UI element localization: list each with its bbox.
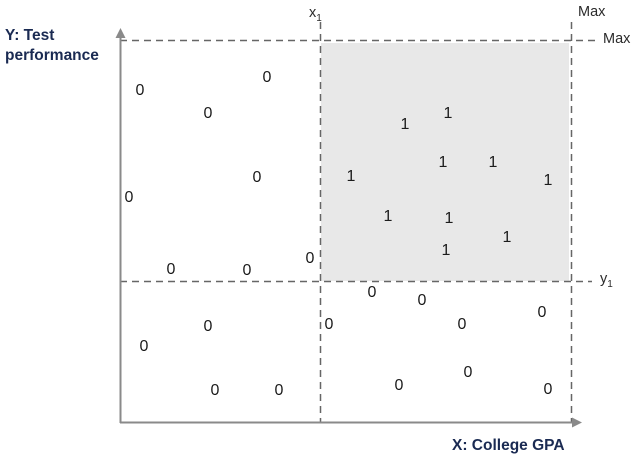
data-point-1: 1 <box>346 168 356 185</box>
data-point-0: 0 <box>305 250 315 267</box>
x-axis-title: X: College GPA <box>452 437 565 454</box>
data-point-0: 0 <box>166 261 176 278</box>
data-point-0: 0 <box>210 382 220 399</box>
decision-region <box>321 43 569 281</box>
data-point-0: 0 <box>457 316 467 333</box>
data-point-0: 0 <box>417 292 427 309</box>
data-point-0: 0 <box>135 82 145 99</box>
data-point-0: 0 <box>394 377 404 394</box>
data-point-0: 0 <box>324 316 334 333</box>
data-point-0: 0 <box>262 69 272 86</box>
x-axis-arrowhead <box>572 417 582 428</box>
data-point-0: 0 <box>543 381 553 398</box>
data-point-1: 1 <box>400 116 410 133</box>
data-point-0: 0 <box>274 382 284 399</box>
data-point-0: 0 <box>367 284 377 301</box>
data-point-1: 1 <box>488 154 498 171</box>
data-point-0: 0 <box>139 338 149 355</box>
data-point-0: 0 <box>203 318 213 335</box>
x1-threshold-label: x1 <box>309 5 322 24</box>
data-point-0: 0 <box>124 189 134 206</box>
x-max-label: Max <box>578 4 606 20</box>
y-axis-title: Y: Test performance <box>5 27 99 64</box>
data-point-0: 0 <box>203 105 213 122</box>
data-point-1: 1 <box>438 154 448 171</box>
y1-threshold-label: y1 <box>600 271 613 290</box>
data-point-1: 1 <box>444 210 454 227</box>
data-point-0: 0 <box>463 364 473 381</box>
data-point-1: 1 <box>383 208 393 225</box>
data-point-1: 1 <box>543 172 553 189</box>
data-point-0: 0 <box>242 262 252 279</box>
y-axis-arrowhead <box>115 28 126 38</box>
data-point-1: 1 <box>443 105 453 122</box>
y-max-label: Max <box>603 31 631 47</box>
data-point-1: 1 <box>441 242 451 259</box>
data-point-0: 0 <box>537 304 547 321</box>
data-point-0: 0 <box>252 169 262 186</box>
data-point-1: 1 <box>502 229 512 246</box>
